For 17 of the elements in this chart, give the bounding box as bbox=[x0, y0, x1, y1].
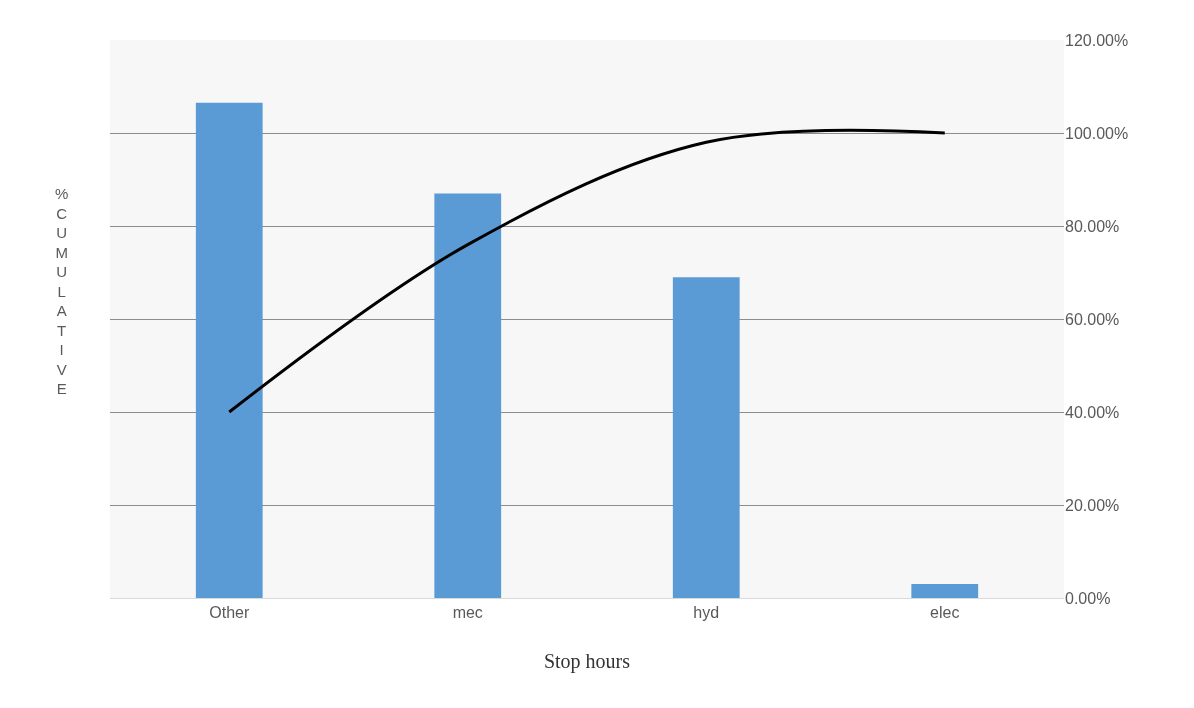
text: %CUMULATIVE bbox=[55, 185, 69, 397]
y2-tick-label: 60.00% bbox=[1065, 310, 1120, 328]
bar bbox=[911, 584, 979, 598]
bar bbox=[195, 102, 263, 598]
x-tick-label: hyd bbox=[693, 604, 720, 622]
bar bbox=[672, 277, 740, 598]
y2-tick-label: 120.00% bbox=[1065, 31, 1129, 49]
bar bbox=[434, 193, 502, 598]
y2-tick-label: 100.00% bbox=[1065, 124, 1129, 142]
y2-tick-label: 80.00% bbox=[1065, 217, 1120, 235]
y2-tick-label: 20.00% bbox=[1065, 496, 1120, 514]
y2-tick-label: 0.00% bbox=[1065, 589, 1111, 607]
x-axis-title: Stop hours bbox=[543, 650, 631, 673]
x-tick-label: Other bbox=[209, 604, 250, 622]
x-tick-label: elec bbox=[930, 604, 960, 622]
y2-tick-label: 40.00% bbox=[1065, 403, 1120, 421]
x-tick-label: mec bbox=[452, 604, 483, 622]
